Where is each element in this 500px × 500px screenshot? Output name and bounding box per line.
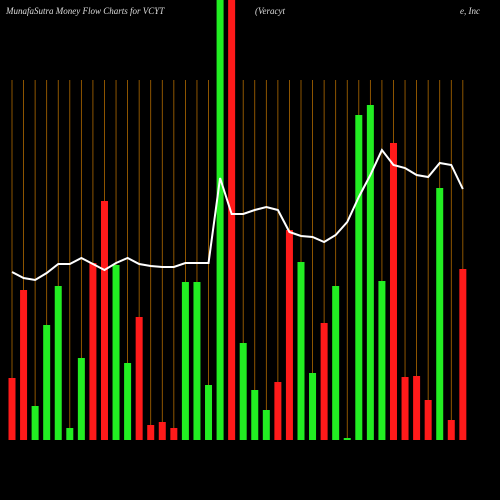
- bar: [135, 317, 143, 440]
- bar: [343, 438, 351, 440]
- bar: [193, 282, 201, 440]
- bar: [413, 376, 421, 440]
- bar: [8, 378, 16, 440]
- bar: [262, 410, 270, 440]
- bar: [332, 286, 340, 440]
- bar: [147, 425, 155, 440]
- bar: [43, 325, 51, 440]
- bar: [355, 115, 363, 440]
- chart-subtitle: (Veracyt: [255, 6, 285, 16]
- bar: [158, 422, 166, 440]
- bar: [389, 143, 397, 440]
- bar: [20, 290, 28, 440]
- bar: [77, 358, 85, 440]
- bar: [436, 188, 444, 440]
- bar: [251, 390, 259, 440]
- bar: [66, 428, 74, 440]
- money-flow-line: [11, 148, 464, 282]
- bar: [181, 282, 189, 440]
- bar: [378, 281, 386, 440]
- bar: [100, 201, 108, 440]
- chart-title: MunafaSutra Money Flow Charts for VCYT: [5, 6, 165, 16]
- bar: [285, 230, 293, 440]
- bar: [54, 286, 62, 440]
- bar: [424, 400, 432, 440]
- bar: [297, 262, 305, 440]
- bar: [112, 265, 120, 440]
- bar: [239, 343, 247, 440]
- bar: [274, 382, 282, 440]
- bar: [366, 105, 374, 440]
- chart-subtitle-end: e, Inc: [460, 6, 480, 16]
- bar: [170, 428, 178, 440]
- bar: [124, 363, 132, 440]
- bar: [205, 385, 213, 440]
- bar: [459, 269, 467, 440]
- bar: [309, 373, 317, 440]
- bar: [31, 406, 39, 440]
- bar: [401, 377, 409, 440]
- bar: [216, 0, 224, 440]
- bar: [228, 0, 236, 440]
- bar: [447, 420, 455, 440]
- bar: [320, 323, 328, 440]
- bar: [89, 263, 97, 440]
